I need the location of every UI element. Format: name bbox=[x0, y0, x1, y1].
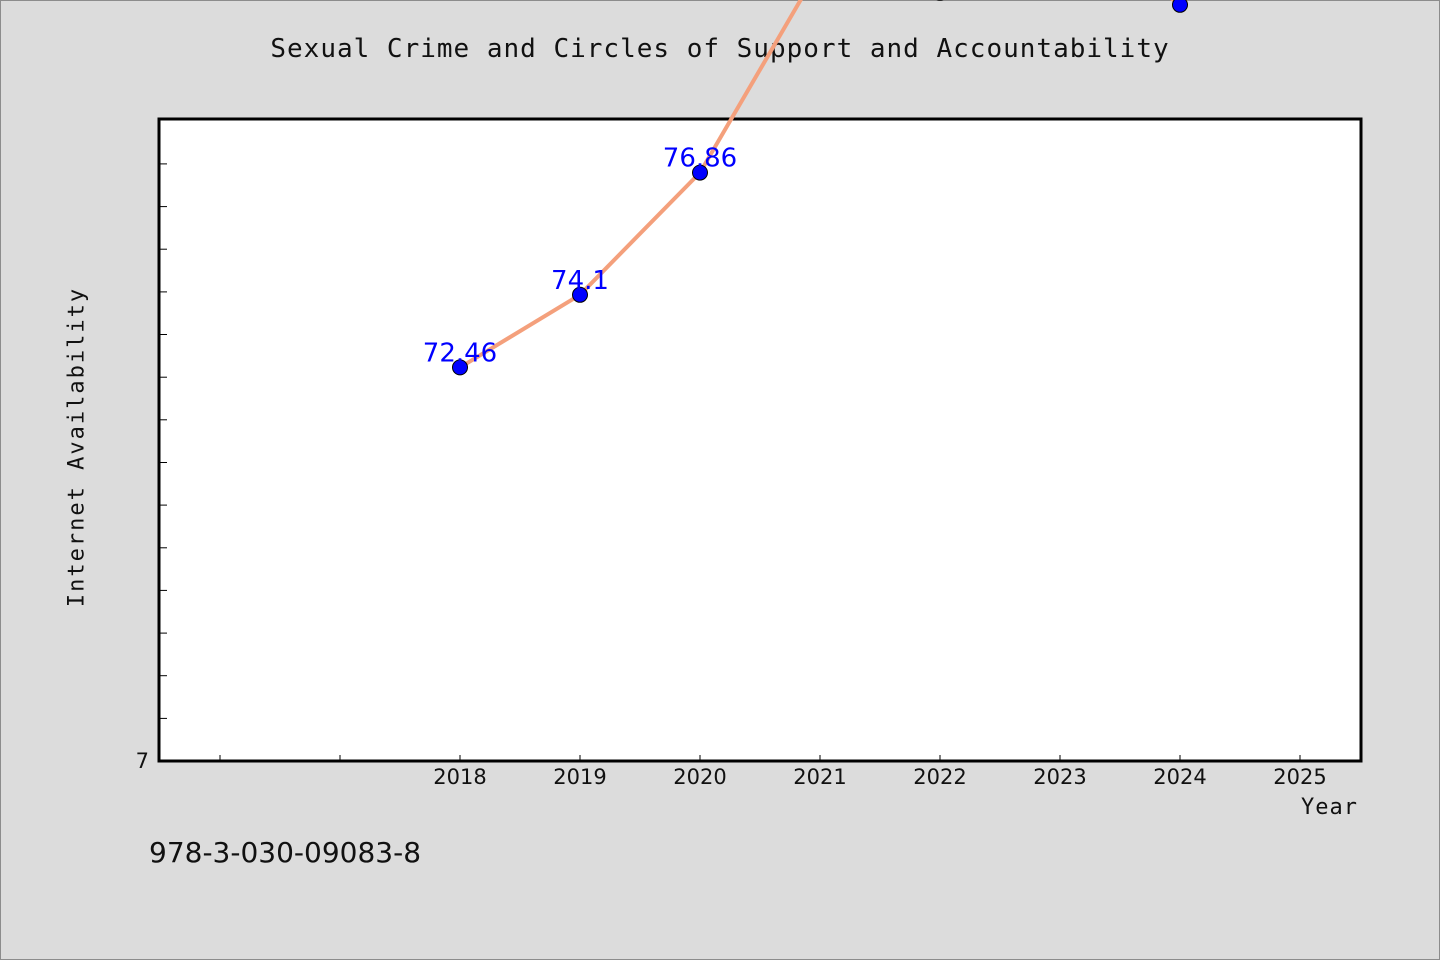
series-line-0 bbox=[458, 0, 1188, 370]
x-tick-label-2022: 2022 bbox=[913, 765, 966, 789]
data-label-2019: 74.1 bbox=[551, 266, 609, 296]
x-tick-label-2020: 2020 bbox=[673, 765, 726, 789]
y-tick-label-0: 7 bbox=[136, 749, 149, 773]
x-tick-label-2023: 2023 bbox=[1033, 765, 1086, 789]
data-point-2019 bbox=[572, 286, 588, 303]
x-tick-label-2024: 2024 bbox=[1153, 765, 1206, 789]
isbn-text: 978-3-030-09083-8 bbox=[149, 836, 422, 869]
series-layer bbox=[452, 0, 1188, 376]
chart-title: Sexual Crime and Circles of Support and … bbox=[270, 34, 1170, 64]
x-tick-label-2018: 2018 bbox=[433, 765, 486, 789]
x-tick-label-2019: 2019 bbox=[553, 765, 606, 789]
y-axis-ticks: 7 bbox=[136, 163, 167, 773]
x-axis-ticks: 2018 2019 2020 2021 2022 2023 2024 2025 bbox=[219, 755, 1327, 789]
data-point-2020 bbox=[692, 164, 708, 181]
x-tick-label-2025: 2025 bbox=[1273, 765, 1326, 789]
data-label-2024: 80.65 bbox=[1143, 0, 1217, 6]
data-point-2018 bbox=[452, 359, 468, 376]
data-label-2020: 76.86 bbox=[663, 144, 737, 174]
data-point-2024 bbox=[1172, 0, 1188, 13]
x-axis-label: Year bbox=[1301, 795, 1358, 820]
plot-area bbox=[157, 117, 1363, 763]
x-tick-label-2021: 2021 bbox=[793, 765, 846, 789]
data-label-2018: 72.46 bbox=[423, 338, 497, 368]
